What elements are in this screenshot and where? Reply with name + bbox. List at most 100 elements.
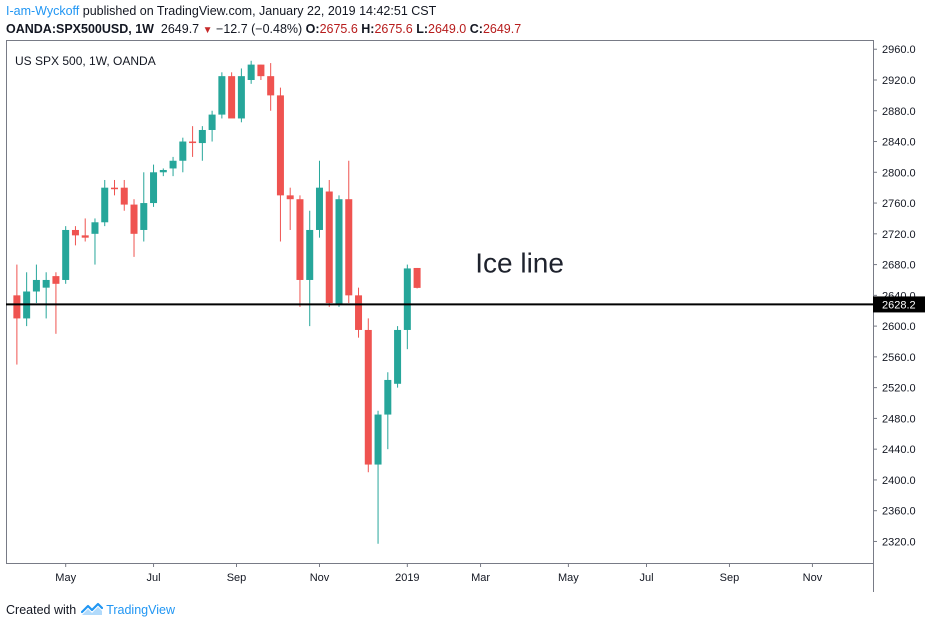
footer: Created with TradingView [6,599,175,621]
candle-down [189,126,197,157]
published-text: published on TradingView.com, January 22… [82,4,437,18]
candle-body [325,191,333,304]
candle-body [150,172,158,204]
price-axis[interactable]: 2320.0 2360.0 2400.0 2440.0 2480.0 2520.0 2560… [873,44,916,548]
ice-line-annotation[interactable]: Ice line [475,247,564,278]
candle-up [403,264,411,350]
candle-up [306,210,314,327]
price-tick-label: 2560.0 [882,352,916,364]
high-value: 2675.6 [374,22,413,36]
time-axis[interactable]: May Jul Sep Nov 2019 Mar May Jul Sep Nov [55,563,823,584]
candle-up [62,226,70,284]
candle-down [413,267,421,289]
candle-body [130,204,138,234]
candle-body [208,114,216,130]
candle-down [71,226,79,246]
candle-body [355,295,363,330]
candle-body [52,276,60,284]
chart-title: US SPX 500, 1W, OANDA [15,54,156,68]
candle-down [257,64,265,80]
candle-body [140,203,148,230]
candle-up [335,195,343,307]
price-tick-label: 2720.0 [882,229,916,241]
candle-down [52,272,60,334]
candle-body [384,379,392,415]
last-price: 2649.7 [160,22,200,36]
price-tick-label: 2680.0 [882,260,916,272]
candle-up [237,68,245,123]
candle-up [179,137,187,173]
candle-up [247,60,255,84]
chart-container[interactable]: US SPX 500, 1W, OANDA 2320.0 2360.0 2400.0… [6,40,926,592]
candle-up [315,160,323,238]
candle-up [150,164,158,207]
tradingview-brand-link[interactable]: TradingView [106,603,175,617]
time-tick-label: Nov [803,572,823,584]
time-tick-label: Nov [310,572,330,584]
time-tick-label: May [558,572,579,584]
symbol-name: OANDA:SPX500USD, 1W [6,22,154,36]
author-link[interactable]: I-am-Wyckoff [6,4,80,18]
candle-up [198,126,206,161]
candle-body [403,268,411,330]
candle-body [257,64,265,77]
candle-body [228,76,236,119]
price-tick-label: 2360.0 [882,506,916,518]
candle-up [101,179,109,227]
time-tick-label: May [55,572,76,584]
candle-body [179,141,187,161]
price-tick-label: 2480.0 [882,413,916,425]
ice-line-group[interactable]: 2628.2 [6,296,925,313]
price-change: −12.7 (−0.48%) [216,22,303,36]
candle-body [189,141,197,144]
candle-body [62,229,70,280]
candle-body [394,329,402,384]
candle-up [208,110,216,142]
publish-line: I-am-Wyckoff published on TradingView.co… [6,2,926,20]
candle-down [228,72,236,119]
candle-up [32,264,40,304]
candle-up [42,272,50,319]
candle-down [120,179,128,211]
candle-body [81,235,89,238]
candle-body [218,76,226,115]
price-tick-label: 2920.0 [882,75,916,87]
candle-up [91,218,99,265]
candle-body [306,229,314,280]
candle-down [267,63,275,111]
close-value: 2649.7 [482,22,522,36]
candle-body [286,195,294,200]
symbol-legend: OANDA:SPX500USD, 1W 2649.7 ▼ −12.7 (−0.4… [6,20,926,38]
candle-body [101,187,109,223]
candle-down [81,218,89,242]
candle-body [413,267,421,288]
candle-body [91,222,99,234]
time-tick-label: 2019 [395,572,419,584]
candle-body [364,329,372,465]
candle-body [198,129,206,144]
candle-body [335,199,343,305]
created-with-text: Created with [6,603,77,617]
candle-down [364,318,372,473]
price-tick-label: 2800.0 [882,167,916,179]
candle-body [345,199,353,296]
ice-line-price-badge [873,296,925,313]
candle-up [394,326,402,388]
open-value: 2675.6 [319,22,358,36]
candle-body [276,95,284,196]
candle-down [296,195,304,307]
price-tick-label: 2840.0 [882,137,916,149]
low-label: L: [416,22,429,36]
candle-body [267,76,275,96]
candles-group [13,60,421,544]
candle-body [13,295,21,319]
time-tick-label: Jul [147,572,161,584]
candle-body [237,76,245,119]
down-arrow-icon: ▼ [202,25,213,36]
price-tick-label: 2520.0 [882,383,916,395]
ice-line-price-label: 2628.2 [882,299,916,311]
price-tick-label: 2960.0 [882,44,916,56]
time-tick-label: Jul [639,572,653,584]
candlestick-chart[interactable]: US SPX 500, 1W, OANDA 2320.0 2360.0 2400.0… [6,40,926,592]
close-label: C: [469,22,483,36]
